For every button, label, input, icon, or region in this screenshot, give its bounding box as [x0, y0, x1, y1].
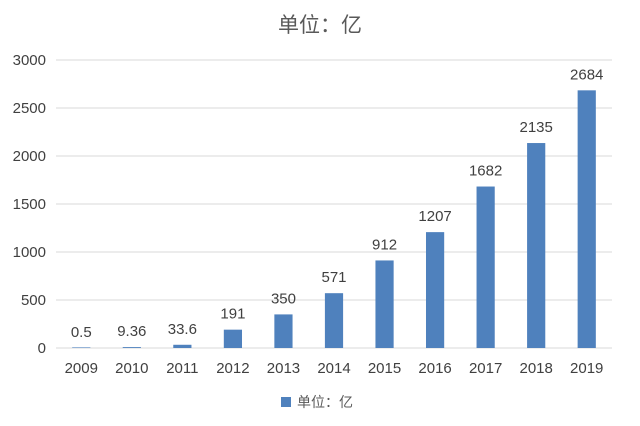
- data-label: 2684: [570, 66, 603, 83]
- y-tick-label: 3000: [13, 52, 46, 69]
- bar: [173, 344, 192, 348]
- chart-title: 单位：亿: [278, 13, 362, 37]
- x-axis-tick-labels: 2009 2010 2011 2012 2013 2014 2015 2016 2017 2018…: [65, 360, 604, 377]
- x-tick-label: 2015: [368, 360, 401, 377]
- bar: [476, 186, 495, 348]
- x-tick-label: 2014: [317, 360, 350, 377]
- bar: [577, 90, 596, 348]
- bar: [72, 347, 91, 348]
- x-tick-label: 2010: [115, 360, 148, 377]
- bar: [375, 260, 394, 348]
- data-label: 1207: [418, 208, 451, 225]
- data-label: 9.36: [117, 323, 146, 340]
- y-tick-label: 500: [21, 292, 46, 309]
- data-labels: 0.5 9.36 33.6 191 350 571 912 1207 1682 2135 2684: [71, 66, 604, 341]
- data-label: 2135: [519, 119, 552, 136]
- bar: [425, 232, 445, 348]
- data-label: 191: [220, 306, 245, 323]
- y-tick-label: 2500: [13, 100, 46, 117]
- y-tick-label: 1000: [13, 244, 46, 261]
- bar: [274, 314, 293, 348]
- y-tick-label: 1500: [13, 196, 46, 213]
- bars: [72, 90, 596, 348]
- x-tick-label: 2018: [519, 360, 552, 377]
- y-axis-tick-labels: 0 500 1000 1500 2000 2500 3000: [13, 52, 46, 357]
- x-tick-label: 2009: [65, 360, 98, 377]
- data-label: 350: [271, 290, 296, 307]
- data-label: 33.6: [168, 321, 197, 338]
- data-label: 912: [372, 236, 397, 253]
- data-label: 0.5: [71, 324, 92, 341]
- legend-swatch: [281, 397, 291, 407]
- bar: [122, 347, 141, 348]
- y-tick-label: 0: [38, 340, 46, 357]
- bar: [324, 293, 344, 348]
- y-tick-label: 2000: [13, 148, 46, 165]
- data-label: 1682: [469, 163, 502, 180]
- x-tick-label: 2012: [216, 360, 249, 377]
- legend: 单位：亿: [281, 395, 353, 411]
- gridlines: [56, 59, 612, 349]
- x-tick-label: 2016: [418, 360, 451, 377]
- x-tick-label: 2017: [469, 360, 502, 377]
- bar: [527, 143, 546, 348]
- legend-label: 单位：亿: [297, 395, 353, 411]
- x-tick-label: 2013: [267, 360, 300, 377]
- x-tick-label: 2019: [570, 360, 603, 377]
- x-tick-label: 2011: [166, 360, 198, 377]
- data-label: 571: [321, 269, 346, 286]
- bar: [223, 329, 243, 348]
